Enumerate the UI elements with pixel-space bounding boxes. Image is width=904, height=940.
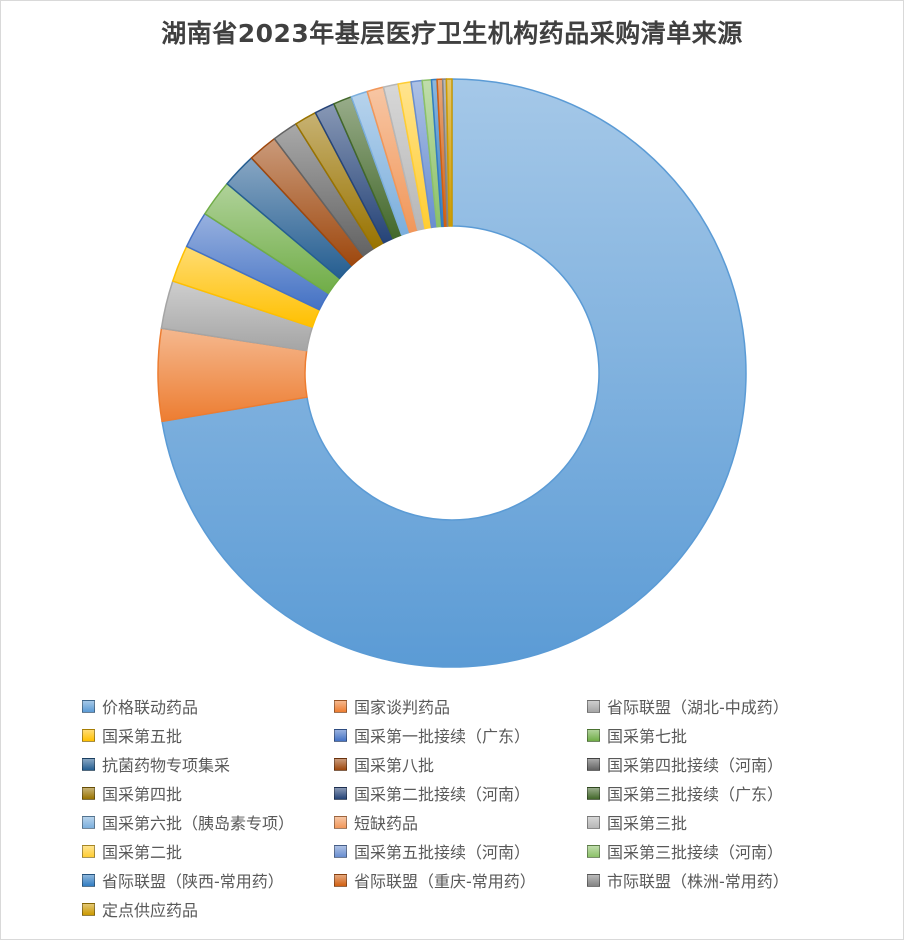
legend-swatch <box>82 699 95 713</box>
legend-swatch <box>82 815 95 829</box>
legend-swatch <box>82 728 95 742</box>
legend-label: 价格联动药品 <box>102 698 199 717</box>
legend-label: 国家谈判药品 <box>354 698 451 717</box>
legend-swatch <box>334 873 347 887</box>
legend-item: 定点供应药品 <box>82 897 198 921</box>
legend-label: 国采第五批 <box>102 727 183 746</box>
legend-item: 国采第七批 <box>587 723 687 747</box>
legend-swatch <box>82 757 95 771</box>
legend-item: 国采第三批 <box>587 810 687 834</box>
legend-swatch <box>587 757 600 771</box>
legend-swatch <box>82 844 95 858</box>
legend-label: 国采第三批 <box>607 814 688 833</box>
legend-item: 抗菌药物专项集采 <box>82 752 230 776</box>
doughnut-slices <box>157 78 747 668</box>
legend-label: 国采第一批接续（广东） <box>354 727 531 746</box>
legend-label: 抗菌药物专项集采 <box>102 756 231 775</box>
legend-swatch <box>587 873 600 887</box>
legend-label: 国采第三批接续（河南） <box>607 843 784 862</box>
legend-item: 国采第二批接续（河南） <box>334 781 530 805</box>
legend-label: 国采第二批接续（河南） <box>354 785 531 804</box>
legend-item: 价格联动药品 <box>82 694 198 718</box>
legend-label: 市际联盟（株洲-常用药） <box>607 872 789 891</box>
chart-title: 湖南省2023年基层医疗卫生机构药品采购清单来源 <box>161 19 743 48</box>
legend-label: 国采第七批 <box>607 727 688 746</box>
legend-swatch <box>334 728 347 742</box>
legend-label: 省际联盟（陕西-常用药） <box>102 872 284 891</box>
legend-swatch <box>334 699 347 713</box>
legend-label: 定点供应药品 <box>102 901 199 920</box>
legend-item: 国采第八批 <box>334 752 434 776</box>
legend-swatch <box>334 757 347 771</box>
slice-21 <box>445 78 453 227</box>
legend-label: 国采第八批 <box>354 756 435 775</box>
legend-swatch <box>334 786 347 800</box>
legend-item: 国采第三批接续（河南） <box>587 839 783 863</box>
legend-swatch <box>334 844 347 858</box>
legend-swatch <box>587 844 600 858</box>
legend-swatch <box>82 873 95 887</box>
legend-label: 国采第四批 <box>102 785 183 804</box>
legend-label: 国采第五批接续（河南） <box>354 843 531 862</box>
legend-item: 国采第六批（胰岛素专项） <box>82 810 294 834</box>
legend-swatch <box>587 699 600 713</box>
legend-swatch <box>82 786 95 800</box>
legend-item: 国采第四批接续（河南） <box>587 752 783 776</box>
legend-item: 国家谈判药品 <box>334 694 450 718</box>
doughnut-chart <box>157 78 747 668</box>
legend-swatch <box>587 728 600 742</box>
legend-item: 省际联盟（陕西-常用药） <box>82 868 284 892</box>
legend-swatch <box>587 815 600 829</box>
legend-item: 国采第五批 <box>82 723 182 747</box>
legend-swatch <box>334 815 347 829</box>
legend-item: 省际联盟（重庆-常用药） <box>334 868 536 892</box>
legend-item: 国采第五批接续（河南） <box>334 839 530 863</box>
legend-item: 国采第二批 <box>82 839 182 863</box>
legend-label: 省际联盟（重庆-常用药） <box>354 872 536 891</box>
legend-item: 省际联盟（湖北-中成药） <box>587 694 789 718</box>
legend-swatch <box>82 902 95 916</box>
legend-label: 国采第六批（胰岛素专项） <box>102 814 295 833</box>
legend-label: 国采第二批 <box>102 843 183 862</box>
legend-item: 国采第三批接续（广东） <box>587 781 783 805</box>
legend-swatch <box>587 786 600 800</box>
legend-label: 国采第三批接续（广东） <box>607 785 784 804</box>
legend-label: 短缺药品 <box>354 814 419 833</box>
legend-item: 短缺药品 <box>334 810 418 834</box>
legend-item: 国采第一批接续（广东） <box>334 723 530 747</box>
legend-item: 国采第四批 <box>82 781 182 805</box>
slice-0 <box>161 78 747 668</box>
legend-label: 国采第四批接续（河南） <box>607 756 784 775</box>
legend-label: 省际联盟（湖北-中成药） <box>607 698 789 717</box>
legend-item: 市际联盟（株洲-常用药） <box>587 868 789 892</box>
